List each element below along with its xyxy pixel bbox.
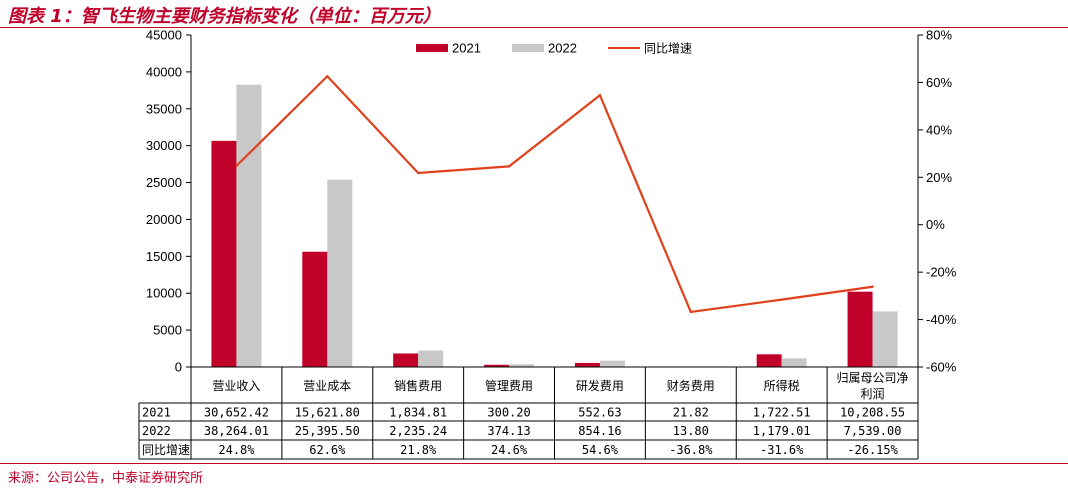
line-growth-rate [235, 74, 873, 314]
category-label-6: 财务费用 [667, 378, 715, 393]
y-left-tick-label: 40000 [146, 64, 182, 79]
bottom-divider [0, 463, 1068, 464]
table-row-label-1: 2021 [142, 406, 171, 420]
legend-swatch-2022 [512, 44, 544, 52]
bar-2022-2 [327, 179, 353, 367]
category-label-8-line2: 利润 [861, 387, 885, 401]
category-label-8-line1: 归属母公司净 [837, 371, 909, 385]
bar-2021-4 [484, 364, 510, 367]
line-point-1 [235, 164, 238, 168]
table-cell-r1-c6: 21.82 [673, 406, 709, 420]
table-cell-r3-c7: -31.6% [760, 443, 804, 457]
table-cell-r2-c2: 25,395.50 [295, 424, 360, 438]
y-left-tick-label: 0 [175, 360, 182, 375]
table-cell-r1-c4: 300.20 [487, 406, 530, 420]
table-cell-r2-c3: 2,235.24 [389, 424, 447, 438]
line-point-8 [871, 285, 874, 288]
source-note: 来源：公司公告，中泰证券研究所 [8, 471, 204, 486]
table-cell-r3-c6: -36.8% [669, 443, 713, 457]
bar-2021-2 [302, 251, 328, 367]
line-point-2 [326, 75, 329, 78]
table-cell-r3-c3: 21.8% [400, 443, 437, 457]
category-label-2: 营业成本 [303, 379, 351, 393]
table-cell-r2-c4: 374.13 [487, 424, 530, 438]
top-divider [0, 27, 1068, 28]
y-left-tick-label: 20000 [146, 212, 182, 227]
legend-label-2022: 2022 [548, 41, 577, 56]
bar-2021-7 [756, 354, 782, 367]
table-cell-r3-c8: -26.15% [847, 443, 898, 457]
table-cell-r1-c1: 30,652.42 [204, 406, 269, 420]
table-cell-r1-c5: 552.63 [578, 406, 621, 420]
table-cell-r1-c8: 10,208.55 [840, 406, 905, 420]
table-cell-r3-c4: 24.6% [491, 443, 528, 457]
table-cell-r3-c2: 62.6% [309, 443, 346, 457]
category-label-1: 营业收入 [212, 379, 260, 393]
table-cell-r1-c7: 1,722.51 [753, 406, 811, 420]
table-cell-r2-c7: 1,179.01 [753, 424, 811, 438]
table-cell-r3-c1: 24.8% [218, 443, 255, 457]
line-point-3 [416, 171, 420, 175]
y-right-tick-label: 60% [926, 75, 952, 90]
table-cell-r2-c8: 7,539.00 [844, 424, 902, 438]
y-right-tick-label: 0% [926, 217, 945, 232]
table-cell-r2-c1: 38,264.01 [204, 424, 269, 438]
category-label-5: 研发费用 [576, 378, 624, 393]
y-left-tick-label: 10000 [146, 286, 182, 301]
bar-2021-5 [574, 362, 600, 367]
table-row-label-2: 2022 [142, 424, 171, 438]
table-cell-r2-c6: 13.80 [673, 424, 709, 438]
category-label-7: 所得税 [764, 378, 800, 393]
table-cell-r1-c3: 1,834.81 [389, 406, 447, 420]
y-right-tick-label: 20% [926, 170, 952, 185]
bar-2022-1 [236, 84, 262, 367]
bar-2022-5 [599, 360, 625, 367]
legend-label-growth: 同比增速 [644, 42, 692, 56]
bar-2022-8 [872, 311, 898, 367]
legend-label-2021: 2021 [452, 41, 481, 56]
bar-2021-8 [847, 291, 873, 367]
table-row-label-3: 同比增速 [142, 443, 190, 457]
bar-2021-1 [211, 140, 237, 367]
line-point-5 [598, 94, 602, 97]
table-cell-r3-c5: 54.6% [582, 443, 619, 457]
y-right-tick-label: -60% [926, 360, 957, 375]
line-point-4 [507, 165, 511, 168]
chart-title: 图表 1：智飞生物主要财务指标变化（单位：百万元） [8, 6, 441, 27]
bar-2022-3 [418, 350, 444, 367]
y-left-tick-label: 45000 [146, 28, 182, 43]
y-left-tick-label: 35000 [146, 101, 182, 116]
line-point-6 [689, 310, 693, 314]
category-label-3: 销售费用 [394, 378, 442, 393]
y-left-tick-label: 15000 [146, 249, 182, 264]
y-right-tick-label: -40% [926, 312, 957, 327]
bar-2022-7 [781, 358, 807, 367]
y-right-tick-label: 40% [926, 122, 952, 137]
line-point-7 [780, 298, 783, 301]
y-left-tick-label: 30000 [146, 138, 182, 153]
y-left-tick-label: 25000 [146, 175, 182, 190]
y-right-tick-label: 80% [926, 28, 952, 43]
financial-indicators-chart: 0 5000 10000 15000 20000 25000 30000 35000 40000… [138, 28, 957, 460]
bar-2022-4 [509, 364, 535, 367]
bar-2021-3 [393, 353, 419, 367]
y-left-tick-label: 5000 [153, 323, 182, 338]
table-cell-r2-c5: 854.16 [578, 424, 621, 438]
category-label-4: 管理费用 [485, 378, 533, 393]
table-cell-r1-c2: 15,621.80 [295, 406, 360, 420]
legend-swatch-2021 [416, 44, 448, 52]
y-right-tick-label: -20% [926, 265, 957, 280]
